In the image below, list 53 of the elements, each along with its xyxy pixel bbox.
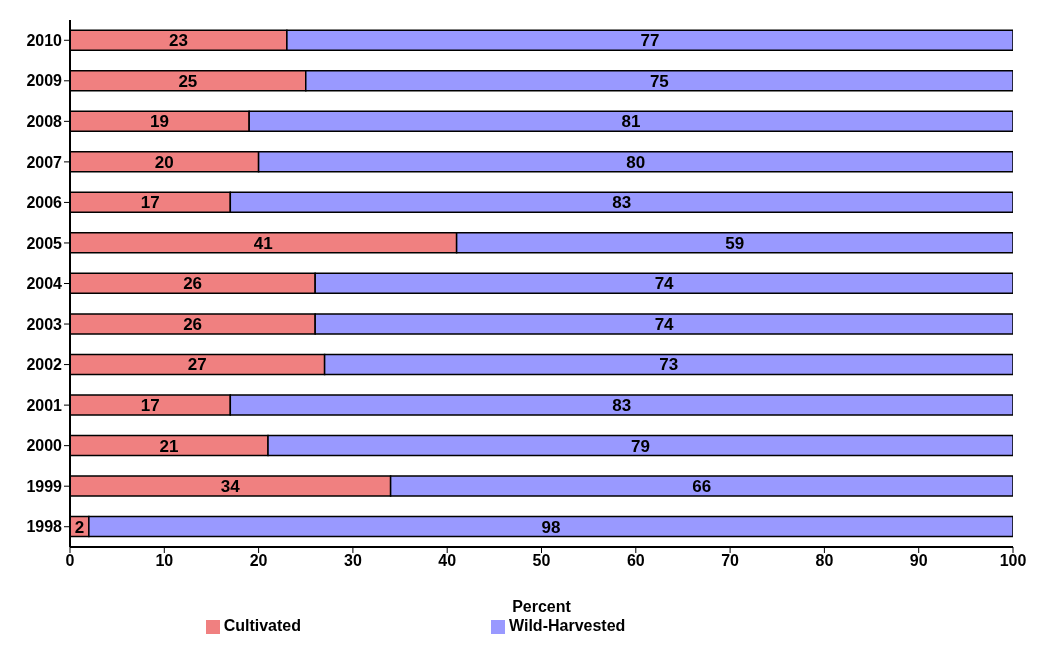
y-tick-label: 2002 bbox=[26, 356, 63, 374]
y-tick-label: 1998 bbox=[26, 518, 63, 536]
data-label: 2 bbox=[74, 517, 85, 537]
data-label: 66 bbox=[692, 477, 712, 497]
data-label: 17 bbox=[140, 396, 160, 416]
data-label: 34 bbox=[220, 477, 241, 497]
data-label: 19 bbox=[150, 112, 170, 132]
data-label: 17 bbox=[140, 193, 160, 213]
y-tick-label: 2008 bbox=[26, 113, 63, 131]
data-label: 26 bbox=[183, 274, 203, 294]
y-tick-label: 2009 bbox=[26, 72, 63, 90]
y-tick-label: 2005 bbox=[26, 234, 63, 252]
data-label: 73 bbox=[659, 355, 679, 375]
data-label: 74 bbox=[654, 274, 675, 294]
data-label: 74 bbox=[654, 314, 675, 334]
data-label: 83 bbox=[612, 396, 632, 416]
y-tick-label: 2001 bbox=[26, 396, 63, 414]
legend-label: Cultivated bbox=[223, 617, 301, 634]
x-tick-label: 80 bbox=[815, 552, 834, 570]
x-tick-label: 60 bbox=[626, 552, 645, 570]
x-tick-label: 90 bbox=[909, 552, 928, 570]
y-tick-label: 2003 bbox=[26, 315, 63, 333]
data-label: 75 bbox=[649, 71, 669, 91]
data-label: 41 bbox=[253, 233, 273, 253]
legend-label: Wild-Harvested bbox=[509, 617, 626, 634]
data-label: 83 bbox=[612, 193, 632, 213]
data-label: 25 bbox=[178, 71, 198, 91]
y-tick-label: 2004 bbox=[26, 275, 63, 293]
x-tick-label: 20 bbox=[249, 552, 268, 570]
y-tick-label: 2007 bbox=[26, 153, 63, 171]
x-tick-label: 100 bbox=[999, 552, 1027, 570]
y-tick-label: 2006 bbox=[26, 194, 63, 212]
data-label: 80 bbox=[626, 152, 646, 172]
data-label: 21 bbox=[159, 436, 179, 456]
y-tick-label: 2010 bbox=[26, 31, 63, 49]
x-axis-title: Percent bbox=[512, 598, 572, 615]
data-label: 23 bbox=[168, 31, 188, 51]
data-label: 26 bbox=[183, 314, 203, 334]
data-label: 20 bbox=[154, 152, 174, 172]
x-tick-label: 50 bbox=[532, 552, 551, 570]
data-label: 59 bbox=[725, 233, 745, 253]
data-label: 81 bbox=[621, 112, 641, 132]
data-label: 27 bbox=[187, 355, 207, 375]
y-tick-label: 1999 bbox=[26, 477, 63, 495]
data-label: 79 bbox=[631, 436, 650, 456]
x-tick-label: 30 bbox=[344, 552, 362, 570]
data-label: 98 bbox=[541, 517, 561, 537]
x-tick-label: 10 bbox=[155, 552, 174, 570]
data-label: 77 bbox=[640, 31, 660, 51]
x-tick-label: 40 bbox=[438, 552, 457, 570]
y-tick-label: 2000 bbox=[26, 437, 63, 455]
x-tick-label: 0 bbox=[65, 552, 75, 570]
x-tick-label: 70 bbox=[721, 552, 740, 570]
